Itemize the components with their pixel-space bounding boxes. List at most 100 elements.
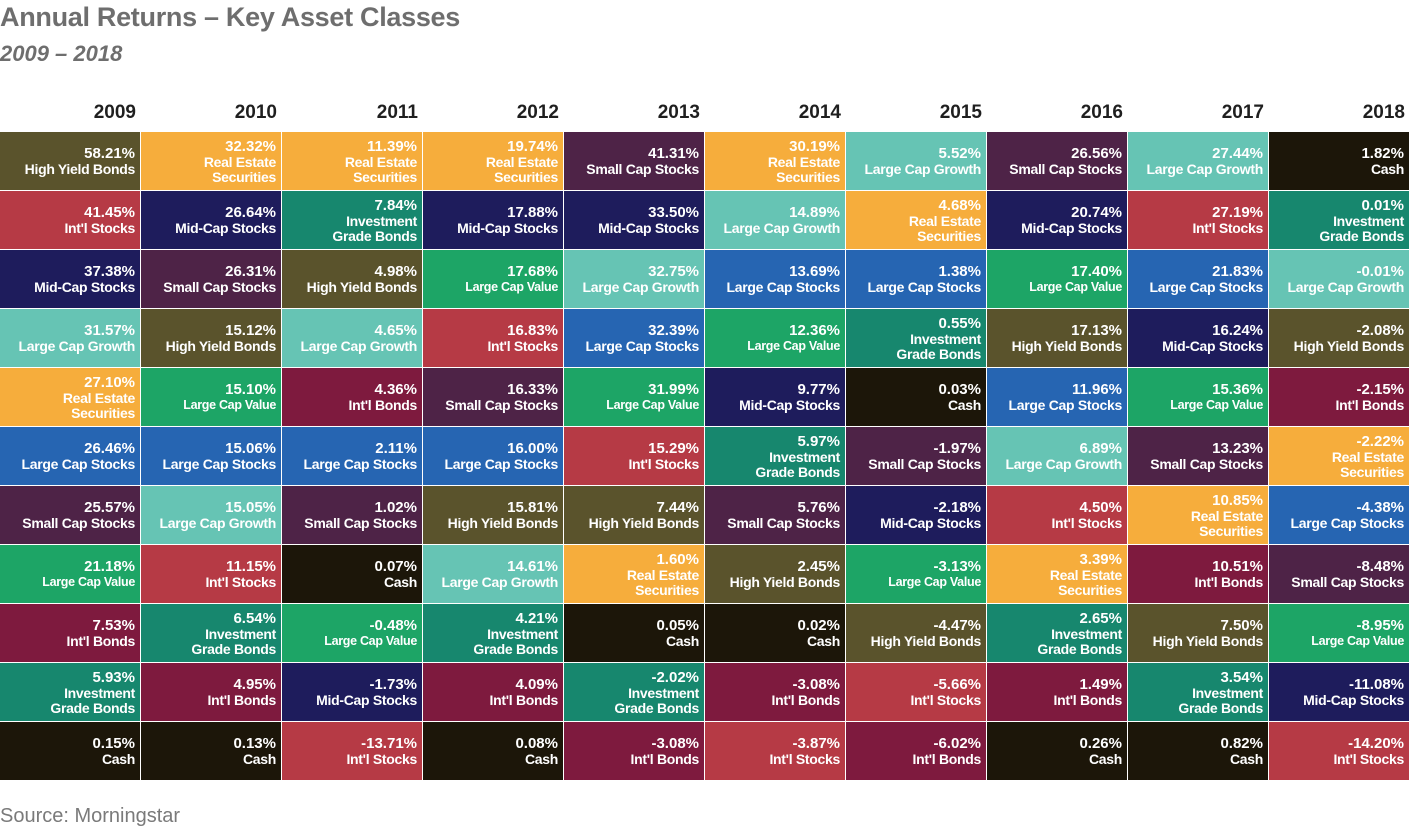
asset-class-label: Investment Grade Bonds: [50, 684, 135, 716]
return-cell-2018-cash: 1.82% Cash: [1269, 132, 1409, 190]
return-value: 0.15%: [92, 735, 135, 752]
return-value: -3.08%: [651, 735, 699, 752]
return-value: 0.26%: [1079, 735, 1122, 752]
asset-class-label: Large Cap Growth: [159, 515, 276, 531]
return-cell-2018-real-estate-securities: -2.22% Real Estate Securities: [1269, 427, 1409, 485]
asset-class-label: Real Estate Securities: [203, 153, 276, 185]
return-value: 3.39%: [1079, 550, 1122, 568]
return-cell-2017-mid-cap-stocks: 16.24% Mid-Cap Stocks: [1128, 309, 1268, 367]
source-note: Source: Morningstar: [0, 805, 181, 827]
asset-class-label: Large Cap Stocks: [303, 456, 418, 472]
return-value: 5.93%: [92, 668, 135, 686]
return-cell-2010-large-cap-value: 15.10% Large Cap Value: [141, 368, 281, 426]
return-value: 4.95%: [233, 676, 276, 693]
return-value: 0.08%: [515, 735, 558, 752]
return-value: 6.54%: [233, 609, 276, 627]
return-value: 26.31%: [225, 263, 276, 280]
year-header-2014: 2014: [798, 102, 841, 123]
return-value: 15.05%: [225, 499, 276, 516]
return-value: 7.53%: [92, 617, 135, 634]
return-value: 32.32%: [225, 137, 276, 155]
asset-class-label: Real Estate Securities: [1190, 507, 1263, 539]
return-cell-2014-cash: 0.02% Cash: [705, 604, 845, 662]
return-cell-2011-real-estate-securities: 11.39% Real Estate Securities: [282, 132, 422, 190]
return-value: -2.02%: [651, 668, 699, 686]
return-cell-2010-real-estate-securities: 32.32% Real Estate Securities: [141, 132, 281, 190]
asset-class-label: Small Cap Stocks: [304, 515, 417, 531]
year-header-2009: 2009: [93, 102, 136, 123]
asset-class-label: Large Cap Growth: [1146, 161, 1263, 177]
return-cell-2010-large-cap-stocks: 15.06% Large Cap Stocks: [141, 427, 281, 485]
return-cell-2015-int-l-stocks: -5.66% Int'l Stocks: [846, 663, 986, 721]
return-cell-2016-high-yield-bonds: 17.13% High Yield Bonds: [987, 309, 1127, 367]
return-cell-2013-investment-grade-bonds: -2.02% Investment Grade Bonds: [564, 663, 704, 721]
return-value: 26.46%: [84, 440, 135, 457]
asset-class-label: Large Cap Stocks: [444, 456, 559, 472]
return-value: -3.08%: [792, 676, 840, 693]
asset-class-label: Investment Grade Bonds: [614, 684, 699, 716]
return-cell-2017-int-l-bonds: 10.51% Int'l Bonds: [1128, 545, 1268, 603]
asset-class-label: Large Cap Value: [1311, 634, 1404, 648]
return-value: 11.96%: [1071, 381, 1122, 398]
return-cell-2012-large-cap-growth: 14.61% Large Cap Growth: [423, 545, 563, 603]
return-value: 7.44%: [656, 499, 699, 516]
return-value: 7.84%: [374, 196, 417, 214]
return-cell-2016-int-l-stocks: 4.50% Int'l Stocks: [987, 486, 1127, 544]
asset-class-label: Cash: [101, 751, 135, 767]
return-cell-2018-mid-cap-stocks: -11.08% Mid-Cap Stocks: [1269, 663, 1409, 721]
return-cell-2015-int-l-bonds: -6.02% Int'l Bonds: [846, 722, 986, 780]
return-value: 15.10%: [225, 381, 276, 398]
asset-class-label: Int'l Bonds: [348, 397, 418, 413]
asset-class-label: High Yield Bonds: [588, 515, 700, 531]
return-value: -1.97%: [933, 440, 981, 457]
return-value: -2.08%: [1356, 322, 1404, 339]
return-value: 21.83%: [1212, 263, 1263, 280]
asset-class-label: Large Cap Value: [888, 575, 981, 589]
return-cell-2010-investment-grade-bonds: 6.54% Investment Grade Bonds: [141, 604, 281, 662]
return-cell-2012-cash: 0.08% Cash: [423, 722, 563, 780]
return-value: 58.21%: [84, 145, 135, 162]
return-value: 15.36%: [1212, 381, 1263, 398]
asset-class-label: Cash: [665, 633, 699, 649]
return-cell-2009-int-l-stocks: 41.45% Int'l Stocks: [0, 191, 140, 249]
return-cell-2015-large-cap-value: -3.13% Large Cap Value: [846, 545, 986, 603]
asset-class-label: Large Cap Growth: [300, 338, 417, 354]
asset-class-label: Cash: [1229, 751, 1263, 767]
asset-class-label: Mid-Cap Stocks: [598, 220, 699, 236]
return-value: 0.13%: [233, 735, 276, 752]
return-cell-2010-int-l-bonds: 4.95% Int'l Bonds: [141, 663, 281, 721]
return-cell-2010-small-cap-stocks: 26.31% Small Cap Stocks: [141, 250, 281, 308]
return-value: 4.09%: [515, 676, 558, 693]
asset-class-label: Investment Grade Bonds: [332, 212, 417, 244]
return-value: 32.75%: [648, 263, 699, 280]
return-value: 27.19%: [1212, 204, 1263, 221]
asset-class-label: Large Cap Growth: [1287, 279, 1404, 295]
return-cell-2010-large-cap-growth: 15.05% Large Cap Growth: [141, 486, 281, 544]
return-value: 4.21%: [515, 609, 558, 627]
return-value: -2.18%: [933, 499, 981, 516]
asset-class-label: Large Cap Stocks: [1008, 397, 1123, 413]
return-cell-2016-small-cap-stocks: 26.56% Small Cap Stocks: [987, 132, 1127, 190]
return-value: 5.76%: [797, 499, 840, 516]
return-cell-2017-large-cap-stocks: 21.83% Large Cap Stocks: [1128, 250, 1268, 308]
return-cell-2014-int-l-stocks: -3.87% Int'l Stocks: [705, 722, 845, 780]
return-value: 17.40%: [1071, 263, 1122, 280]
return-value: 14.61%: [507, 558, 558, 575]
return-value: -2.22%: [1356, 432, 1404, 450]
return-cell-2014-investment-grade-bonds: 5.97% Investment Grade Bonds: [705, 427, 845, 485]
asset-class-label: Large Cap Stocks: [1149, 279, 1264, 295]
return-value: 26.56%: [1071, 145, 1122, 162]
return-value: 16.33%: [507, 381, 558, 398]
asset-class-label: Int'l Stocks: [1051, 515, 1122, 531]
return-cell-2013-small-cap-stocks: 41.31% Small Cap Stocks: [564, 132, 704, 190]
asset-class-label: Large Cap Value: [42, 575, 135, 589]
year-header-row: 2009 2010 2011 2012 2013 2014 2015 2016 2017 2018: [0, 102, 1411, 126]
return-cell-2009-high-yield-bonds: 58.21% High Yield Bonds: [0, 132, 140, 190]
return-value: -4.38%: [1356, 499, 1404, 516]
return-value: 10.85%: [1212, 491, 1263, 509]
return-value: 11.39%: [366, 137, 417, 155]
asset-class-label: Int'l Stocks: [910, 692, 981, 708]
return-cell-2016-large-cap-value: 17.40% Large Cap Value: [987, 250, 1127, 308]
return-cell-2011-high-yield-bonds: 4.98% High Yield Bonds: [282, 250, 422, 308]
return-value: 0.01%: [1361, 196, 1404, 214]
